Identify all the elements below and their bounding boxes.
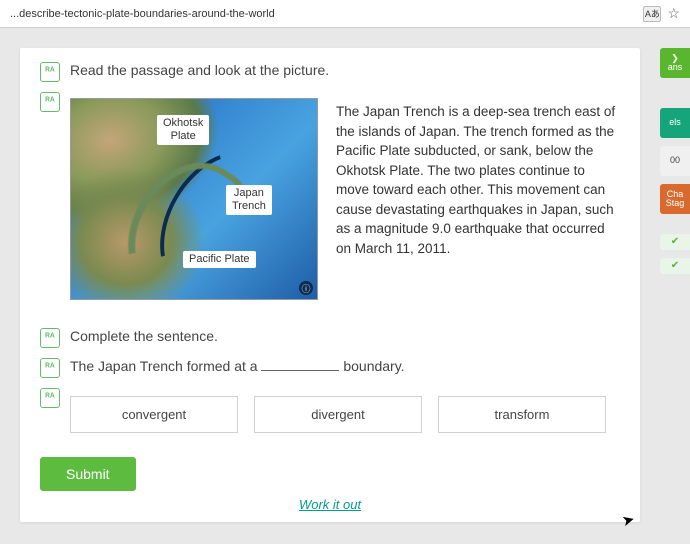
answer-options: convergent divergent transform (70, 396, 606, 433)
sidebar-pill-els[interactable]: els (660, 108, 690, 138)
option-divergent[interactable]: divergent (254, 396, 422, 433)
address-bar: ...describe-tectonic-plate-boundaries-ar… (0, 0, 690, 28)
fill-blank (261, 370, 339, 371)
translate-icon[interactable]: Aあ (643, 6, 661, 22)
read-aloud-icon[interactable]: ᴿᴬ (40, 388, 60, 408)
map-label-okhotsk: Okhotsk Plate (157, 115, 209, 145)
option-convergent[interactable]: convergent (70, 396, 238, 433)
sentence-post: boundary. (339, 358, 404, 374)
instruction-text: Read the passage and look at the picture… (70, 62, 329, 78)
sidebar-answers-badge[interactable]: ❯ ans (660, 48, 690, 78)
option-transform[interactable]: transform (438, 396, 606, 433)
bookmark-star-icon[interactable]: ☆ (667, 5, 680, 22)
map-info-icon[interactable]: ⓘ (299, 281, 313, 295)
passage-text: The Japan Trench is a deep-sea trench ea… (336, 98, 620, 259)
question-card: ᴿᴬ Read the passage and look at the pict… (20, 48, 640, 522)
sidebar-counter: 00 (660, 146, 690, 176)
submit-button[interactable]: Submit (40, 457, 136, 491)
read-aloud-icon[interactable]: ᴿᴬ (40, 92, 60, 112)
sidebar-check-icon: ✔ (660, 234, 690, 250)
right-sidebar: ❯ ans els 00 Cha Stag ✔ ✔ (660, 48, 690, 522)
work-it-out-link[interactable]: Work it out (40, 497, 620, 512)
sentence-pre: The Japan Trench formed at a (70, 358, 261, 374)
sidebar-pill-challenge[interactable]: Cha Stag (660, 184, 690, 214)
sentence-stem: The Japan Trench formed at a boundary. (70, 358, 405, 374)
sidebar-check-icon: ✔ (660, 258, 690, 274)
read-aloud-icon[interactable]: ᴿᴬ (40, 358, 60, 378)
instruction-complete: Complete the sentence. (70, 328, 218, 344)
read-aloud-icon[interactable]: ᴿᴬ (40, 62, 60, 82)
map-label-pacific: Pacific Plate (183, 251, 256, 268)
map-label-japan-trench: Japan Trench (226, 185, 272, 215)
url-text: ...describe-tectonic-plate-boundaries-ar… (10, 8, 637, 20)
map-image: Okhotsk Plate Japan Trench Pacific Plate… (70, 98, 318, 300)
read-aloud-icon[interactable]: ᴿᴬ (40, 328, 60, 348)
